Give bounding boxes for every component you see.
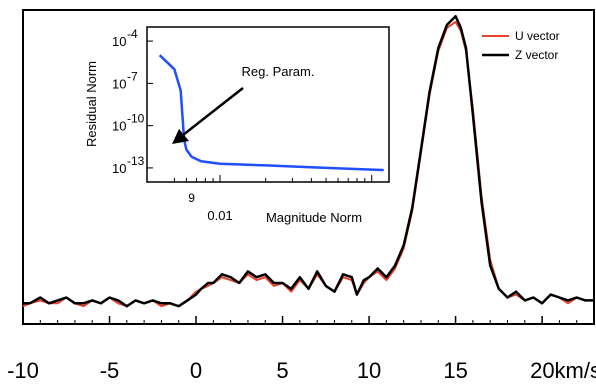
inset-y-tick-exponent: -10 [127, 112, 145, 126]
legend-label-u-vector: U vector [515, 29, 560, 43]
x-tick-label: -10 [7, 358, 39, 383]
inset-series-line [158, 54, 384, 172]
main-plot-series [22, 14, 594, 308]
reg-param-arrow [182, 87, 244, 136]
inset-y-tick-label: 10 [112, 119, 126, 134]
x-tick-label: 5 [276, 358, 288, 383]
inset-y-tick-label: 10 [112, 34, 126, 49]
x-tick-label: 20km/s [530, 358, 596, 383]
inset-y-tick-exponent: -4 [127, 27, 138, 41]
x-tick-label: -5 [100, 358, 120, 383]
main-x-axis: -10 -5 0 5 10 15 20km/s [7, 316, 596, 383]
inset-y-tick-label: 10 [112, 161, 126, 176]
inset-x-tick-label: 0.01 [207, 208, 232, 223]
series-line-z-vector [23, 14, 594, 308]
inset-series [158, 54, 384, 172]
inset-x-tick-label: 9 [188, 191, 195, 205]
inset-plot-frame [146, 26, 390, 183]
legend: U vector Z vector [482, 29, 560, 62]
reg-param-arrowhead [172, 129, 189, 144]
inset-y-axis-label: Residual Norm [84, 61, 99, 147]
inset-y-tick-exponent: -7 [127, 69, 138, 83]
reg-param-annotation: Reg. Param. [242, 64, 315, 79]
x-tick-label: 0 [190, 358, 202, 383]
legend-label-z-vector: Z vector [515, 48, 558, 62]
main-plot-frame [22, 9, 595, 325]
x-tick-label: 10 [357, 358, 381, 383]
inset-x-axis-label: Magnitude Norm [266, 210, 362, 225]
x-tick-label: 15 [443, 358, 467, 383]
inset-y-tick-label: 10 [112, 76, 126, 91]
inset-y-tick-exponent: -13 [127, 154, 145, 168]
